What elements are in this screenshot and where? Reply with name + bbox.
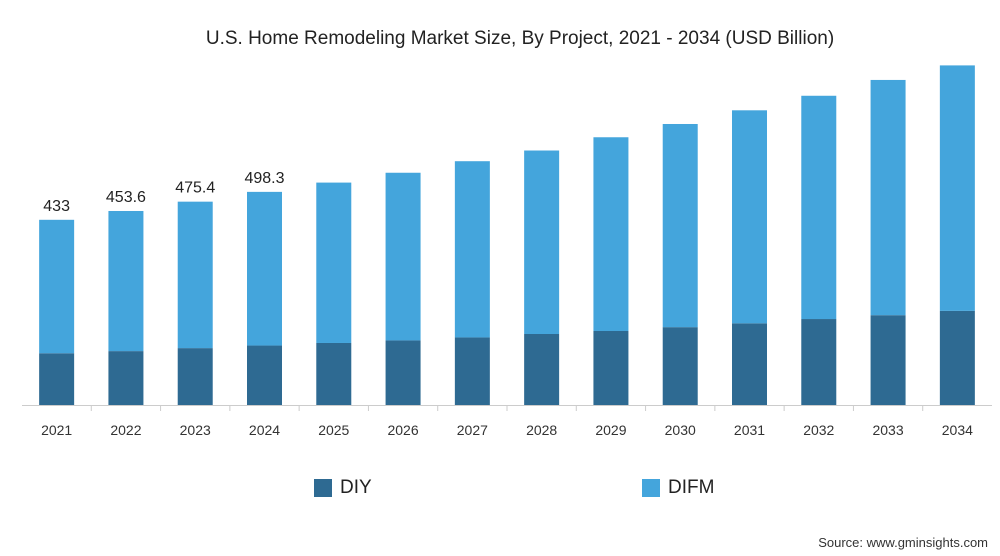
legend-label-difm: DIFM	[668, 477, 715, 498]
x-tick-label: 2033	[872, 422, 903, 438]
bar-diy-2030	[662, 327, 698, 405]
source-note: Source: www.gminsights.com	[818, 535, 988, 550]
x-tick-label: 2030	[665, 422, 696, 438]
x-tick-label: 2028	[526, 422, 557, 438]
legend-swatch-difm	[642, 479, 660, 497]
bar-difm-2029	[593, 137, 629, 332]
bar-diy-2024	[247, 345, 282, 405]
bar-difm-2021	[39, 219, 75, 354]
data-label-2021: 433	[43, 198, 70, 215]
x-tick-label: 2021	[41, 422, 72, 438]
bar-diy-2034	[939, 310, 975, 405]
bar-diy-2032	[801, 319, 837, 405]
bar-diy-2029	[593, 331, 629, 405]
bars-group	[39, 65, 975, 405]
bar-difm-2031	[732, 110, 767, 324]
data-label-2022: 453.6	[106, 189, 146, 206]
x-tick-label: 2026	[387, 422, 418, 438]
bar-diy-2028	[524, 334, 560, 405]
bar-diy-2026	[385, 340, 421, 405]
bar-difm-2034	[939, 65, 975, 311]
x-tick-label: 2032	[803, 422, 834, 438]
x-tick-label: 2031	[734, 422, 765, 438]
bar-diy-2022	[108, 351, 144, 405]
bar-difm-2032	[801, 95, 837, 320]
bar-diy-2033	[870, 315, 906, 405]
bar-diy-2021	[39, 353, 75, 405]
data-labels-group: 433 453.6 475.4 498.3	[43, 170, 284, 215]
bar-diy-2027	[454, 337, 490, 405]
x-tick-label: 2034	[942, 422, 973, 438]
x-tick-label: 2022	[110, 422, 141, 438]
bar-difm-2030	[662, 123, 698, 328]
x-axis: 2021 2022 2023 2024 2025 2026 2027 2028 2029 2030…	[22, 405, 992, 438]
data-label-2023: 475.4	[175, 180, 215, 197]
x-tick-label: 2023	[180, 422, 211, 438]
x-tick-label: 2025	[318, 422, 349, 438]
bar-diy-2031	[732, 323, 767, 405]
x-tick-label: 2029	[595, 422, 626, 438]
data-label-2024: 498.3	[244, 170, 284, 187]
chart-title: U.S. Home Remodeling Market Size, By Pro…	[205, 28, 835, 49]
legend-swatch-diy	[314, 479, 332, 497]
x-tick-label: 2027	[457, 422, 488, 438]
bar-difm-2033	[870, 79, 906, 316]
bar-diy-2023	[177, 348, 213, 405]
legend-label-diy: DIY	[340, 477, 372, 498]
bar-difm-2022	[108, 210, 144, 352]
bar-difm-2026	[385, 172, 421, 341]
bar-difm-2028	[524, 150, 560, 334]
bar-difm-2025	[316, 182, 352, 343]
legend-item-diy: DIY	[314, 476, 372, 500]
bar-difm-2027	[454, 161, 490, 338]
bar-difm-2023	[177, 201, 213, 349]
legend-item-difm: DIFM	[642, 476, 714, 500]
bar-diy-2025	[316, 342, 352, 405]
bar-difm-2024	[247, 191, 282, 346]
x-tick-label: 2024	[249, 422, 280, 438]
